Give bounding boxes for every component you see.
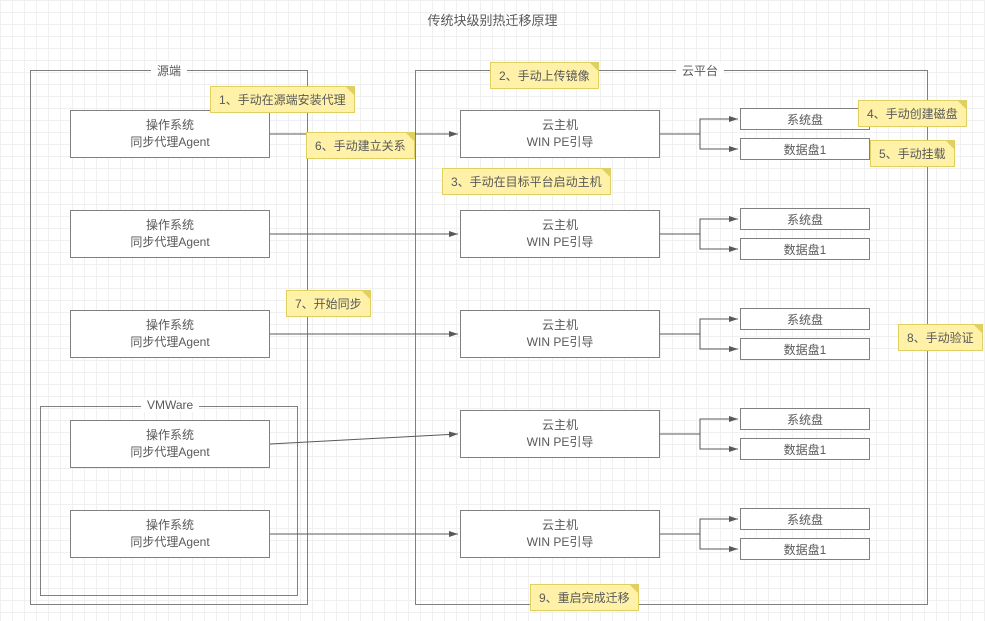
note-3: 3、手动在目标平台启动主机 xyxy=(442,168,611,195)
arrows-layer xyxy=(0,0,985,621)
note-9: 9、重启完成迁移 xyxy=(530,584,639,611)
note-8: 8、手动验证 xyxy=(898,324,983,351)
note-4: 4、手动创建磁盘 xyxy=(858,100,967,127)
note-5: 5、手动挂载 xyxy=(870,140,955,167)
note-2: 2、手动上传镜像 xyxy=(490,62,599,89)
note-7: 7、开始同步 xyxy=(286,290,371,317)
note-1: 1、手动在源端安装代理 xyxy=(210,86,355,113)
note-6: 6、手动建立关系 xyxy=(306,132,415,159)
